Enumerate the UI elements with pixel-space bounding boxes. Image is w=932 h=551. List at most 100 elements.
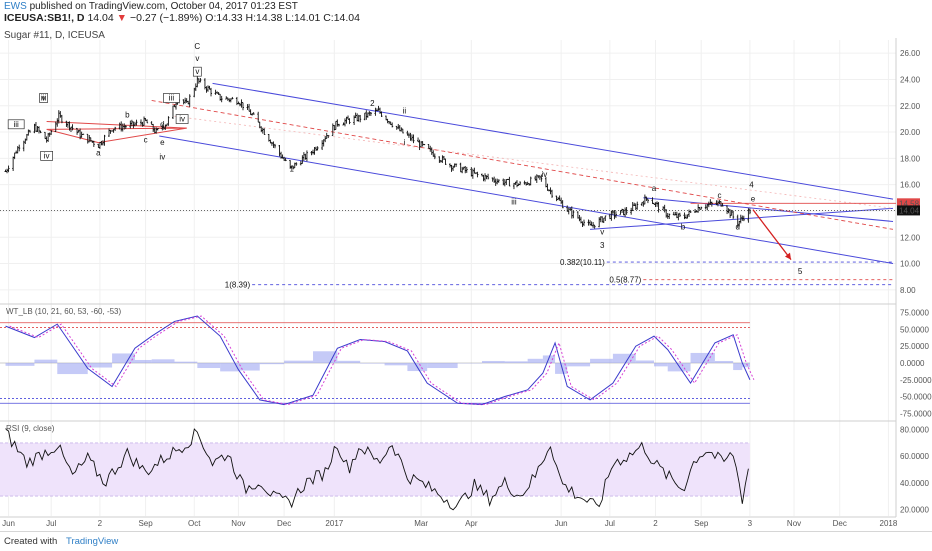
created-with-text: Created with [4,536,57,547]
x-tick-label: 2 [98,519,103,528]
tradingview-logo[interactable]: TradingView [66,536,118,547]
wave-label: d [736,222,740,231]
wt-histogram-bar [567,363,590,366]
footer: Created with TradingView [0,531,932,551]
channel-lower-line [159,136,893,264]
wave-label: ii [403,107,407,116]
channel-upper-line [213,83,893,199]
price-tick-label: 22.00 [900,102,921,111]
wave-label: b [681,222,686,231]
fib-level-label: 0.5(8.77) [609,276,641,285]
price-tick-label: 10.00 [900,260,921,269]
wave-label: iv [159,153,165,162]
wt-title: WT_LB (10, 21, 60, 53, -60, -53) [6,307,122,316]
wt-histogram-bar [654,363,668,366]
x-tick-label: Nov [787,519,801,528]
rsi-tick-label: 40.0000 [900,479,929,488]
x-tick-label: 2017 [325,519,343,528]
wave-label: a [652,184,657,193]
wt-tick-label: 0.0000 [900,359,925,368]
wave-label: iv [179,115,185,124]
wt-tick-label: -75.0000 [900,409,932,418]
x-tick-label: Sep [138,519,153,528]
x-tick-label: Dec [277,519,291,528]
triangle-upper-line [643,198,893,222]
rsi-tick-label: 20.0000 [900,505,929,514]
x-tick-label: 3 [748,519,753,528]
wt-histogram-bar [385,363,408,365]
rsi-tick-label: 60.0000 [900,452,929,461]
wt-histogram-bar [613,354,636,363]
wt-tick-label: -25.0000 [900,376,932,385]
wave-label: d [160,120,164,129]
wave-label: iv [44,151,50,160]
x-tick-label: Jun [2,519,15,528]
wt-histogram-bar [733,363,742,370]
wt-histogram-bar [715,361,733,363]
wave-label: c [144,136,148,145]
wt-histogram-bar [427,363,457,368]
wt-histogram-bar [238,363,259,371]
wave-label: iii [511,197,517,206]
wt-histogram-bar [197,363,220,368]
wave-label: iii [14,120,20,129]
indicators [0,316,754,510]
wave-label: e [160,138,165,147]
wt-histogram-bar [313,351,337,363]
wave-label: 1 [289,165,294,174]
candles [5,77,751,229]
wt-histogram-bar [482,361,505,363]
wave-label: iv [542,170,548,179]
wave-label: a [96,149,101,158]
wt-histogram-bar [284,361,313,363]
wt-histogram-bar [88,363,112,368]
wt-histogram-bar [34,360,57,363]
wave-label: b [125,111,130,120]
price-tick-label: 26.00 [900,49,921,58]
wt-tick-label: 75.0000 [900,309,929,318]
price-tick-label: 12.00 [900,233,921,242]
last-price-text: 14.04 [899,206,920,215]
wt-tick-label: -50.0000 [900,393,932,402]
wt-histogram-bar [590,359,613,363]
wave-label: 5 [798,267,803,276]
x-tick-label: Sep [694,519,709,528]
x-tick-label: Jul [605,519,615,528]
x-tick-label: Mar [414,519,428,528]
price-tick-label: 16.00 [900,181,921,190]
red-dotted-line [174,116,893,208]
wt-histogram-bar [260,363,284,364]
fib-level-label: 1(8.39) [225,281,251,290]
wave-label: 2 [370,99,375,108]
wave-label: v [195,54,199,63]
x-tick-label: 2018 [880,519,898,528]
wt-histogram-bar [135,360,152,363]
wt-histogram-bar [57,363,87,374]
wt-histogram-bar [505,361,528,363]
rsi-title: RSI (9, close) [6,424,55,433]
wt-tick-label: 50.0000 [900,325,929,334]
wt-histogram-bar [528,359,543,363]
wt-histogram-bar [337,361,360,363]
wt-histogram-bar [6,363,35,366]
wt-histogram-bar [360,363,384,364]
wt-histogram-bar [691,353,715,363]
wt-histogram-bar [152,359,175,363]
wave-label: e [751,195,756,204]
wt-histogram-bar [174,362,197,363]
fib-level-label: 0.382(10.11) [560,258,605,267]
drawings [0,83,896,284]
price-tick-label: 18.00 [900,154,921,163]
price-tick-label: 20.00 [900,128,921,137]
wave-label: iii [41,93,47,102]
x-tick-label: 2 [653,519,658,528]
wave-label: C [194,42,200,51]
x-tick-label: Apr [465,519,478,528]
wt-histogram-bar [636,360,654,363]
wave-label: iii [169,93,175,102]
wave-label: 3 [600,241,605,250]
price-tick-label: 24.00 [900,75,921,84]
wave-label: v [195,67,199,76]
x-tick-label: Dec [833,519,847,528]
